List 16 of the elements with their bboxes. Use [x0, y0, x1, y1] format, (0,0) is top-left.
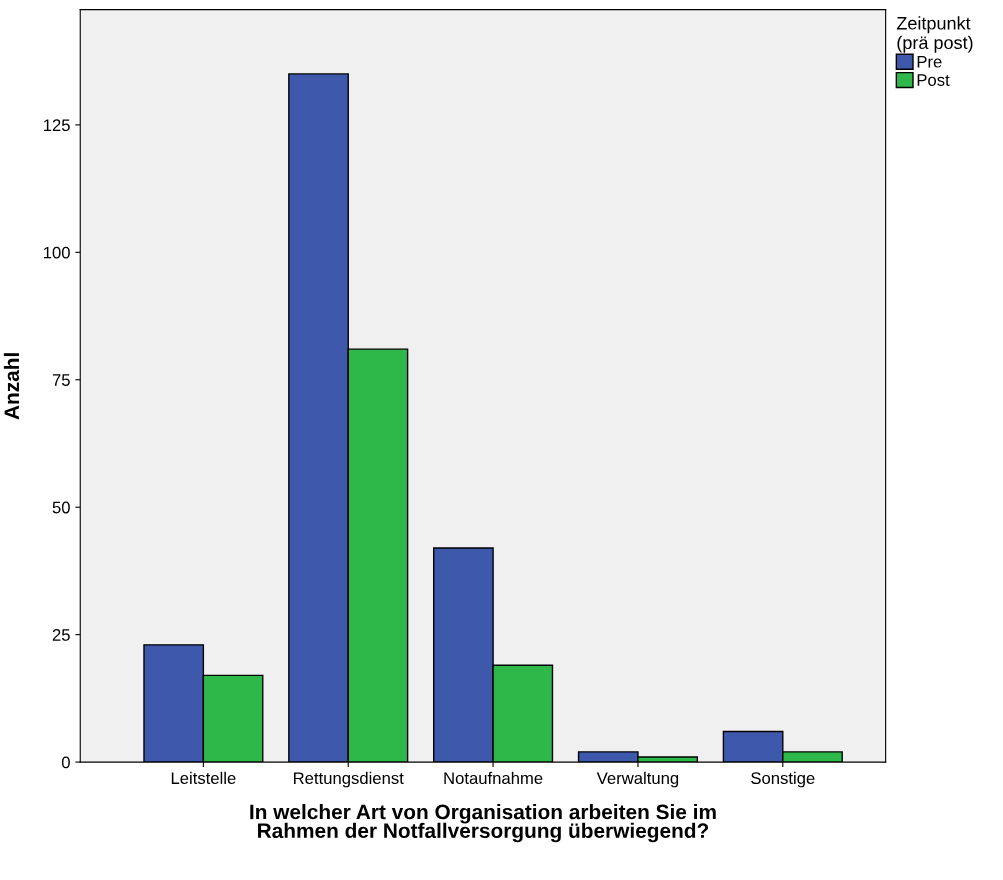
legend-label: Pre: [917, 55, 942, 68]
y-tick-label: 100: [43, 246, 70, 259]
x-axis-title: In welcher Art von Organisation arbeiten Sie im Rahmen der Notfallversorgung überwiegend?: [250, 804, 716, 843]
y-axis-title: Anzahl: [3, 353, 20, 420]
x-tick-label: Notaufnahme: [444, 771, 543, 785]
y-tick-label: 0: [61, 756, 70, 769]
y-tick-label: 75: [52, 374, 70, 386]
x-tick-label: Verwaltung: [596, 771, 679, 788]
y-tick-label: 25: [52, 629, 70, 641]
y-tick-label: 125: [43, 119, 70, 132]
x-tick-label: Rettungsdienst: [294, 771, 404, 788]
y-tick-label: 50: [52, 501, 70, 514]
x-tick-label: Leitstelle: [171, 771, 236, 785]
legend-title: Zeitpunkt (prä post): [896, 16, 973, 53]
x-tick-label: Sonstige: [751, 771, 815, 788]
legend-label: Post: [917, 74, 950, 86]
